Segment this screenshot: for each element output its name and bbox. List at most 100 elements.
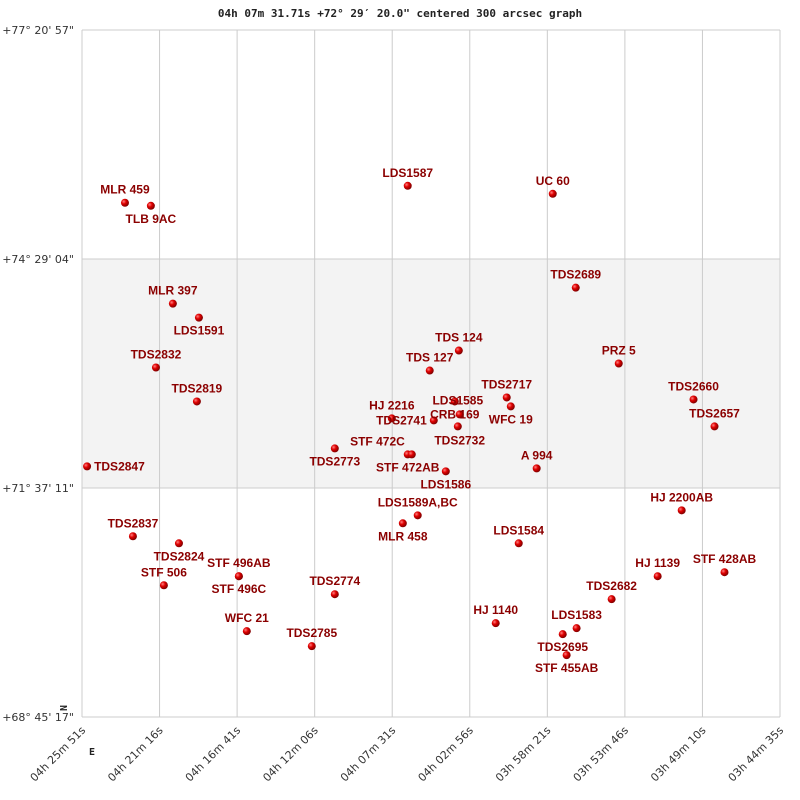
star-label: TDS2717	[481, 377, 532, 391]
star-label: PRZ 5	[602, 344, 636, 358]
star-label: TDS2832	[131, 348, 182, 362]
star-marker	[330, 590, 339, 599]
star-marker	[450, 397, 459, 406]
star-label: HJ 1139	[635, 556, 680, 570]
star-marker	[455, 410, 464, 419]
star-marker	[413, 511, 422, 520]
star-marker	[151, 363, 160, 372]
star-label: STF 506	[141, 565, 187, 579]
star-marker	[407, 450, 416, 459]
star-marker	[120, 198, 129, 207]
star-label: TDS2773	[309, 454, 360, 468]
star-label: STF 428AB	[693, 552, 757, 566]
x-tick-label: 04h 02m 56s	[416, 724, 477, 785]
star-marker	[146, 201, 155, 210]
star-marker	[330, 444, 339, 453]
star-marker	[403, 181, 412, 190]
star-label: WFC 21	[225, 611, 269, 625]
star-marker	[453, 422, 462, 431]
star-marker	[614, 359, 623, 368]
y-tick-label: +74° 29' 04"	[2, 253, 74, 266]
star-marker	[607, 595, 616, 604]
y-tick-label: +71° 37' 11"	[2, 482, 74, 495]
star-marker	[159, 581, 168, 590]
y-tick-label: +68° 45' 17"	[2, 711, 74, 724]
star-marker	[174, 539, 183, 548]
star-label: STF 496AB	[207, 556, 271, 570]
star-label: LDS1589A,BC	[378, 495, 458, 509]
star-label: TDS2741	[376, 413, 427, 427]
star-label: TDS2847	[94, 459, 145, 473]
star-marker	[398, 519, 407, 528]
star-label: LDS1591	[174, 324, 225, 338]
star-label: LDS1583	[551, 608, 602, 622]
chart-title: 04h 07m 31.71s +72° 29′ 20.0" centered 3…	[218, 7, 582, 20]
star-marker	[454, 346, 463, 355]
star-label: TDS2732	[434, 433, 485, 447]
star-label: LDS1584	[493, 523, 544, 537]
x-tick-label: 03h 49m 10s	[648, 724, 709, 785]
star-marker	[242, 627, 251, 636]
star-label: HJ 2200AB	[650, 490, 713, 504]
star-label: UC 60	[536, 174, 570, 188]
star-label: STF 455AB	[535, 661, 599, 675]
x-tick-label: 03h 44m 35s	[726, 724, 787, 785]
star-label: STF 472C	[350, 434, 405, 448]
star-label: STF 472AB	[376, 460, 440, 474]
star-marker	[307, 642, 316, 651]
star-marker	[514, 539, 523, 548]
star-marker	[128, 532, 137, 541]
star-label: TDS2837	[108, 516, 159, 530]
star-marker	[441, 467, 450, 476]
star-marker	[192, 397, 201, 406]
star-label: TDS2774	[309, 574, 360, 588]
star-marker	[194, 313, 203, 322]
star-label: TDS2689	[550, 268, 601, 282]
star-label: CRB 169	[430, 407, 480, 421]
star-marker	[168, 299, 177, 308]
star-marker	[548, 189, 557, 198]
star-label: TDS2824	[154, 549, 205, 563]
star-marker	[506, 402, 515, 411]
star-marker	[234, 572, 243, 581]
star-label: MLR 458	[378, 529, 428, 543]
star-label: TDS2819	[172, 381, 223, 395]
star-marker	[532, 464, 541, 473]
star-marker	[387, 414, 396, 423]
x-tick-label: 04h 25m 51s	[28, 724, 89, 785]
x-tick-label: 04h 12m 06s	[260, 724, 321, 785]
x-tick-label: 03h 58m 21s	[493, 724, 554, 785]
plot-area: 04h 25m 51s 04h 21m 16s 04h 16m 41s 04h 12m…	[2, 24, 786, 784]
star-label: TDS2785	[286, 626, 337, 640]
star-marker	[83, 462, 92, 471]
x-tick-label: 04h 07m 31s	[338, 724, 399, 785]
star-label: TDS 127	[406, 351, 454, 365]
star-marker	[677, 506, 686, 515]
x-tick-label: 03h 53m 46s	[571, 724, 632, 785]
star-marker	[689, 395, 698, 404]
star-marker	[429, 416, 438, 425]
star-marker	[653, 572, 662, 581]
star-label: TLB 9AC	[126, 212, 177, 226]
star-marker	[562, 651, 571, 660]
star-label: TDS2660	[668, 379, 719, 393]
x-tick-label: 04h 21m 16s	[105, 724, 166, 785]
star-marker	[710, 422, 719, 431]
star-label: TDS2695	[537, 640, 588, 654]
star-label: HJ 1140	[473, 603, 518, 617]
star-label: WFC 19	[489, 412, 533, 426]
star-label: LDS1587	[382, 166, 433, 180]
star-label: STF 496C	[212, 582, 267, 596]
star-marker	[571, 283, 580, 292]
star-marker	[425, 366, 434, 375]
star-label: TDS2657	[689, 406, 740, 420]
star-marker	[572, 624, 581, 633]
star-label: TDS2682	[586, 579, 637, 593]
star-label: MLR 459	[100, 183, 150, 197]
star-label: MLR 397	[148, 284, 198, 298]
star-label: LDS1586	[420, 477, 471, 491]
east-marker: E	[89, 747, 95, 758]
star-marker	[720, 568, 729, 577]
x-tick-label: 04h 16m 41s	[183, 724, 244, 785]
